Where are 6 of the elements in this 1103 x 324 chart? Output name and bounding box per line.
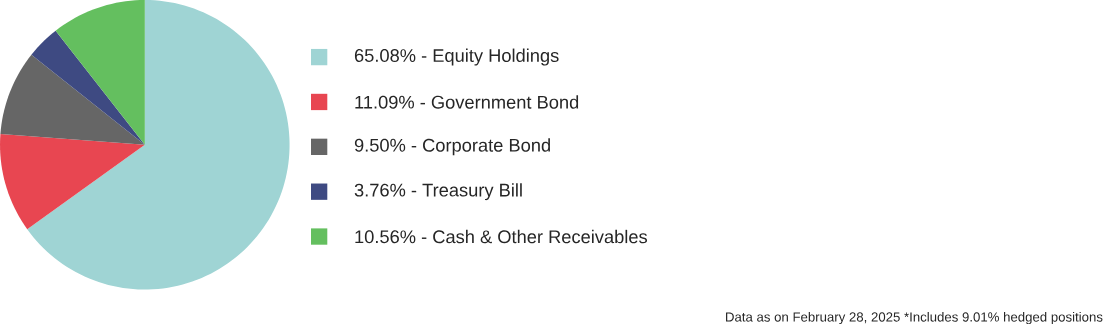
legend-label: 9.50% - Corporate Bond bbox=[354, 138, 550, 156]
legend-label: 11.09% - Government Bond bbox=[355, 95, 579, 109]
text: Data as on February 28, 2025 *Includes 9.01% hedged positions bbox=[726, 311, 1103, 324]
legend-label: 10.56% - Cash & Other Receivables bbox=[355, 229, 648, 244]
legend-label: 65.08% - Equity Holdings bbox=[354, 48, 559, 66]
legend-label: 3.76% - Treasury Bill bbox=[354, 183, 522, 201]
